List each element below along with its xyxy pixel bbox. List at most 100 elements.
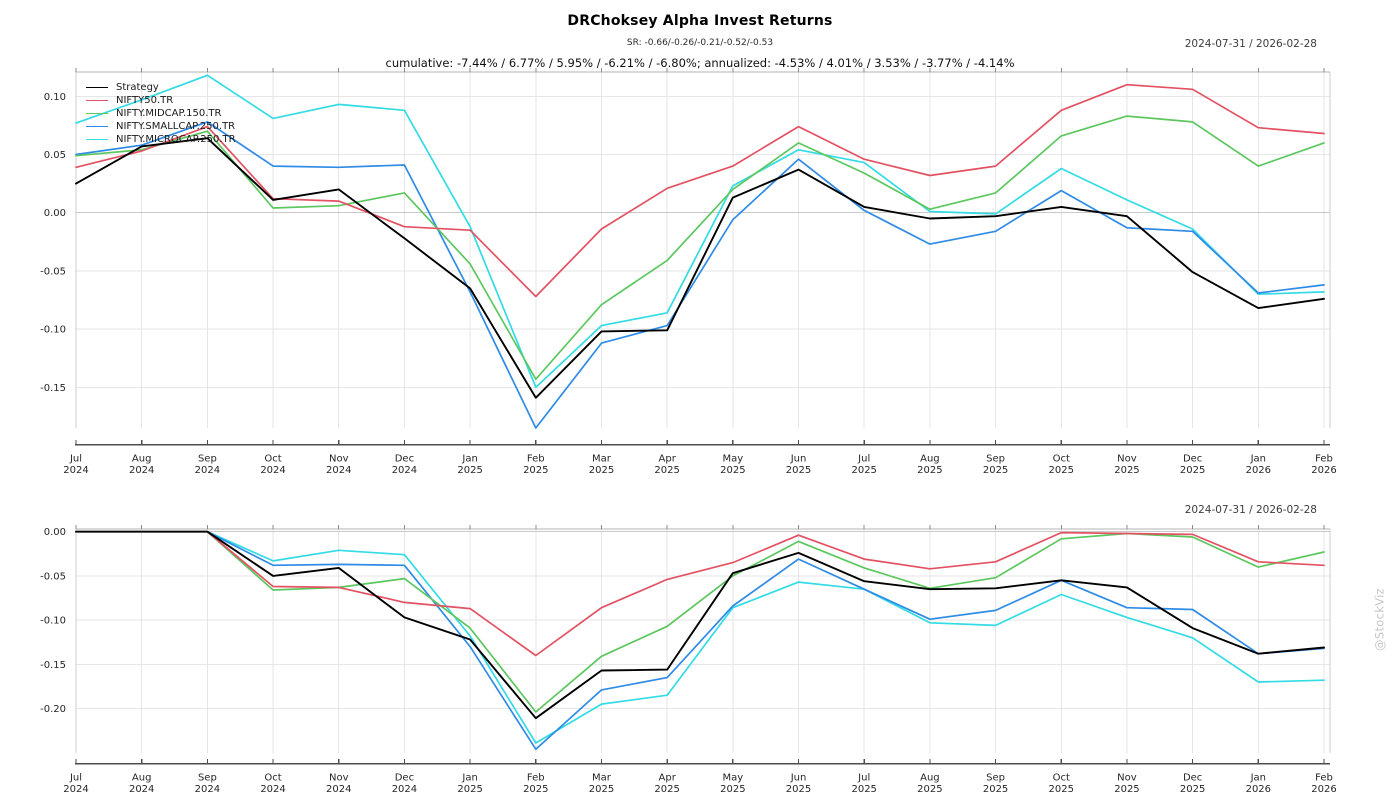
x-tick-label-month: Oct — [264, 773, 281, 784]
x-tick-label-month: Jan — [461, 773, 477, 784]
series-line-strategy — [75, 530, 1325, 720]
x-tick-label-month: Apr — [659, 454, 677, 465]
x-tick-label-year: 2025 — [1180, 784, 1205, 795]
y-tick-label: -0.05 — [40, 571, 66, 582]
x-tick-label-year: 2026 — [1311, 784, 1336, 795]
x-tick-label-year: 2026 — [1246, 465, 1271, 476]
series-line-nifty-microcap-250-tr — [75, 74, 1325, 389]
x-tick-label-month: Dec — [1183, 454, 1202, 465]
x-tick-label-year: 2025 — [851, 465, 876, 476]
x-tick-label-month: Feb — [527, 773, 545, 784]
x-tick-label-month: Mar — [592, 773, 612, 784]
x-tick-label-month: Apr — [659, 773, 677, 784]
legend-item-strategy: Strategy — [86, 81, 236, 94]
legend-line-swatch — [86, 139, 108, 140]
x-tick-label-month: Feb — [1315, 773, 1333, 784]
x-tick-label-month: Nov — [329, 454, 349, 465]
x-tick-label-month: Oct — [1053, 454, 1070, 465]
legend-label: NIFTY.MICROCAP.250.TR — [116, 134, 236, 145]
series-line-nifty-microcap-250-tr — [75, 530, 1325, 744]
x-tick-label-month: Aug — [920, 773, 940, 784]
series-line-nifty-smallcap-250-tr — [75, 121, 1325, 429]
x-tick-label-month: Sep — [198, 454, 217, 465]
x-tick-label-year: 2025 — [720, 465, 745, 476]
x-tick-label-month: Jan — [461, 454, 477, 465]
x-tick-label-month: Aug — [920, 454, 940, 465]
stockviz-watermark: @StockViz — [1372, 588, 1387, 651]
y-tick-label: 0.05 — [44, 150, 66, 161]
x-tick-label-month: Nov — [329, 773, 349, 784]
x-tick-label-month: Dec — [395, 454, 414, 465]
x-tick-label-year: 2026 — [1311, 465, 1336, 476]
x-tick-label-year: 2025 — [589, 784, 614, 795]
x-tick-label-year: 2025 — [457, 465, 482, 476]
legend-label: Strategy — [116, 82, 159, 93]
x-tick-label-month: Sep — [198, 773, 217, 784]
x-tick-label-month: Oct — [1053, 773, 1070, 784]
x-tick-label-month: Jun — [790, 773, 807, 784]
drawdown-chart: 0.00-0.05-0.10-0.15-0.20Jul2024Aug2024Se… — [40, 525, 1337, 795]
legend-label: NIFTY.SMALLCAP.250.TR — [116, 121, 236, 132]
y-tick-label: -0.10 — [40, 616, 66, 627]
x-tick-label-month: Feb — [1315, 454, 1333, 465]
x-tick-label-month: Aug — [132, 773, 152, 784]
legend-item-nifty-microcap-250-tr: NIFTY.MICROCAP.250.TR — [86, 133, 236, 146]
x-tick-label-month: Jul — [69, 454, 82, 465]
x-tick-label-year: 2025 — [523, 465, 548, 476]
series-line-nifty-midcap-150-tr — [75, 530, 1325, 713]
x-tick-label-year: 2025 — [654, 465, 679, 476]
y-tick-label: 0.00 — [44, 208, 66, 219]
legend-line-swatch — [86, 87, 108, 88]
legend-item-nifty-smallcap-250-tr: NIFTY.SMALLCAP.250.TR — [86, 120, 236, 133]
cumulative-annualized-stats: cumulative: -7.44% / 6.77% / 5.95% / -6.… — [385, 56, 1015, 70]
y-tick-label: 0.00 — [44, 527, 66, 538]
x-tick-label-year: 2025 — [786, 465, 811, 476]
legend-item-nifty50-tr: NIFTY50.TR — [86, 94, 236, 107]
x-tick-label-year: 2024 — [326, 784, 351, 795]
x-tick-label-year: 2025 — [654, 784, 679, 795]
series-line-nifty50-tr — [75, 530, 1325, 657]
x-tick-label-year: 2025 — [457, 784, 482, 795]
y-tick-label: -0.20 — [40, 704, 66, 715]
x-tick-label-year: 2025 — [917, 465, 942, 476]
series-line-nifty-midcap-150-tr — [75, 115, 1325, 381]
x-tick-label-year: 2025 — [720, 784, 745, 795]
series-line-nifty-smallcap-250-tr — [75, 530, 1325, 751]
x-tick-label-year: 2025 — [589, 465, 614, 476]
x-tick-label-month: Jul — [857, 454, 870, 465]
page-title: DRChoksey Alpha Invest Returns — [567, 13, 833, 29]
x-tick-label-month: Mar — [592, 454, 612, 465]
x-tick-label-year: 2025 — [1049, 465, 1074, 476]
x-tick-label-year: 2026 — [1246, 784, 1271, 795]
x-tick-label-month: Jul — [857, 773, 870, 784]
x-tick-label-month: Sep — [986, 454, 1005, 465]
x-tick-label-month: Sep — [986, 773, 1005, 784]
x-tick-label-year: 2024 — [129, 784, 154, 795]
y-tick-label: -0.10 — [40, 325, 66, 336]
legend-label: NIFTY.MIDCAP.150.TR — [116, 108, 222, 119]
x-tick-label-year: 2025 — [786, 784, 811, 795]
x-tick-label-year: 2025 — [523, 784, 548, 795]
x-tick-label-year: 2025 — [917, 784, 942, 795]
x-tick-label-year: 2024 — [129, 465, 154, 476]
x-tick-label-month: Nov — [1117, 454, 1137, 465]
x-tick-label-year: 2024 — [195, 784, 220, 795]
y-tick-label: -0.15 — [40, 383, 66, 394]
x-tick-label-year: 2025 — [1180, 465, 1205, 476]
legend-line-swatch — [86, 113, 108, 114]
x-tick-label-year: 2024 — [63, 784, 88, 795]
legend-line-swatch — [86, 126, 108, 127]
x-tick-label-year: 2025 — [1049, 784, 1074, 795]
legend: Strategy NIFTY50.TR NIFTY.MIDCAP.150.TR NIF… — [86, 81, 236, 146]
x-tick-label-month: Feb — [527, 454, 545, 465]
x-tick-label-year: 2025 — [1114, 465, 1139, 476]
x-tick-label-year: 2024 — [392, 784, 417, 795]
x-tick-label-year: 2025 — [983, 784, 1008, 795]
x-tick-label-month: Jun — [790, 454, 807, 465]
x-tick-label-month: Dec — [395, 773, 414, 784]
x-tick-label-month: Jan — [1250, 773, 1266, 784]
sharpe-ratio-subtitle: SR: -0.66/-0.26/-0.21/-0.52/-0.53 — [626, 38, 774, 48]
x-tick-label-year: 2024 — [392, 465, 417, 476]
